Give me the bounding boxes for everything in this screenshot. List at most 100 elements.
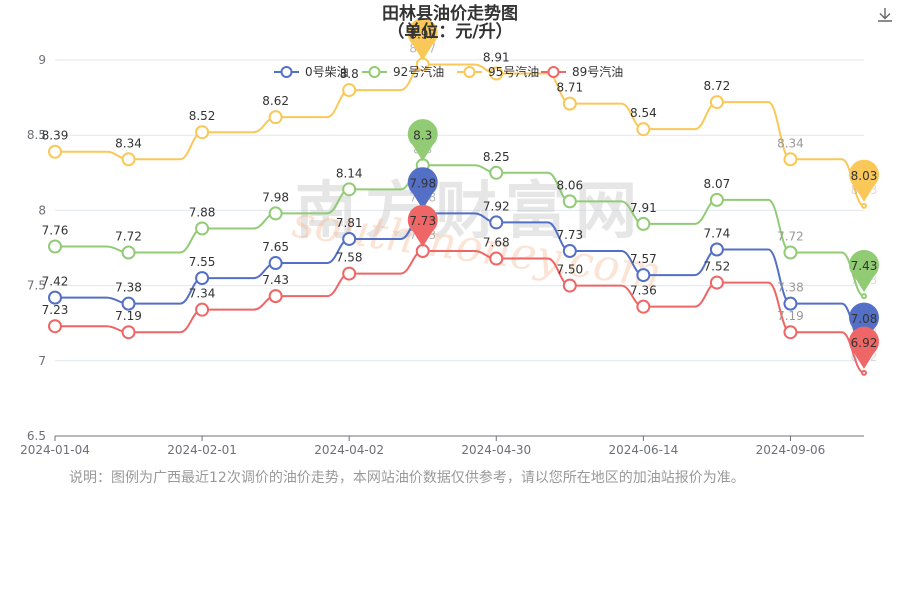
pin-shape xyxy=(849,159,880,202)
pin-marker-max: 7.73 xyxy=(407,204,438,248)
data-point xyxy=(861,293,867,300)
data-point xyxy=(489,66,504,81)
pin-marker-min: 8.03 xyxy=(849,159,880,202)
chart-subtitle: （单位：元/升） xyxy=(387,22,513,42)
y-tick-label: 8 xyxy=(38,203,46,217)
data-point xyxy=(342,182,357,197)
data-label: 8.07 xyxy=(704,177,731,191)
data-label: 7.34 xyxy=(189,287,216,301)
data-label: 7.50 xyxy=(556,263,583,277)
data-label: 7.81 xyxy=(336,216,363,230)
data-label: 8.25 xyxy=(483,150,510,164)
legend-symbol xyxy=(463,66,476,78)
data-label: 8.91 xyxy=(483,51,510,65)
data-point xyxy=(48,144,62,159)
data-point xyxy=(861,202,867,209)
data-point xyxy=(268,110,283,125)
legend-label: 89号汽油 xyxy=(572,64,623,79)
pin-shape xyxy=(849,249,880,293)
pin-label: 7.43 xyxy=(851,259,878,273)
data-label: 7.74 xyxy=(704,227,731,241)
data-point xyxy=(861,369,867,376)
legend-item[interactable]: 92号汽油 xyxy=(362,64,444,79)
data-label: 7.57 xyxy=(630,252,657,266)
data-point xyxy=(121,296,136,311)
data-point xyxy=(783,152,798,167)
pin-label: 8.03 xyxy=(851,169,878,183)
data-label: 7.38 xyxy=(777,281,804,295)
data-label: 7.43 xyxy=(262,273,289,287)
legend-symbol xyxy=(547,66,560,78)
pin-shape xyxy=(407,18,438,61)
data-label: 8.62 xyxy=(262,94,289,108)
data-point xyxy=(121,245,136,260)
data-point xyxy=(121,325,136,340)
data-point xyxy=(783,245,798,260)
legend-label: 95号汽油 xyxy=(488,64,539,79)
pin-label: 8.3 xyxy=(413,128,432,142)
data-point xyxy=(709,192,724,207)
data-label: 7.91 xyxy=(630,201,657,215)
data-point xyxy=(342,231,357,246)
data-point xyxy=(48,290,62,305)
legend-symbol xyxy=(368,66,381,78)
data-label: 8.34 xyxy=(777,136,804,150)
legend-item[interactable]: 89号汽油 xyxy=(541,64,623,79)
x-tick-label: 2024-04-30 xyxy=(461,443,531,457)
data-point xyxy=(342,266,357,281)
legend-item[interactable]: 0号柴油 xyxy=(274,65,349,79)
legend: 0号柴油 92号汽油 95号汽油 89号汽油 xyxy=(274,64,623,79)
data-label: 7.19 xyxy=(115,309,142,323)
data-label: 7.98 xyxy=(262,190,289,204)
data-label: 7.88 xyxy=(189,205,216,219)
legend-label: 0号柴油 xyxy=(305,65,349,79)
pin-shape xyxy=(407,167,438,210)
data-label: 7.19 xyxy=(777,309,804,323)
data-point xyxy=(636,268,651,283)
data-label: 8.14 xyxy=(336,166,363,180)
data-point xyxy=(268,206,283,221)
y-tick-label: 7 xyxy=(38,354,46,368)
data-label: 8.52 xyxy=(189,109,216,123)
data-label: 7.38 xyxy=(115,281,142,295)
data-point xyxy=(489,251,504,266)
legend-symbol xyxy=(280,66,293,78)
chart-title: 田林县油价走势图 xyxy=(382,4,518,24)
data-label: 8.8 xyxy=(340,67,359,81)
data-label: 8.39 xyxy=(42,129,69,143)
pin-label: 8.97 xyxy=(409,28,436,42)
pin-shape xyxy=(407,204,438,248)
data-point xyxy=(48,319,62,334)
data-label: 7.36 xyxy=(630,284,657,298)
y-tick-label: 7.5 xyxy=(27,279,46,293)
data-point xyxy=(268,256,283,271)
data-point xyxy=(783,325,798,340)
x-tick-label: 2024-01-04 xyxy=(20,443,90,457)
data-label: 8.71 xyxy=(556,81,583,95)
data-point xyxy=(195,302,210,317)
pin-label: 7.98 xyxy=(409,176,436,190)
pin-label: 6.92 xyxy=(851,336,878,350)
pin-label: 7.08 xyxy=(851,312,878,326)
pin-shape xyxy=(407,119,438,162)
download-icon[interactable] xyxy=(875,5,895,25)
data-point xyxy=(709,275,724,290)
x-tick-label: 2024-06-14 xyxy=(608,443,678,457)
data-label: 7.92 xyxy=(483,199,510,213)
data-point xyxy=(342,83,357,98)
data-label: 7.68 xyxy=(483,236,510,250)
data-label: 7.58 xyxy=(336,251,363,265)
data-label: 7.55 xyxy=(189,255,216,269)
data-point xyxy=(195,125,210,140)
data-point xyxy=(121,152,136,167)
data-point xyxy=(562,278,577,293)
series-points xyxy=(48,57,867,376)
legend-item[interactable]: 95号汽油 xyxy=(457,64,539,79)
y-tick-label: 8.5 xyxy=(27,128,46,142)
pin-marker-max: 8.3 xyxy=(407,119,438,162)
data-label: 7.76 xyxy=(42,223,69,237)
data-label: 7.73 xyxy=(556,228,583,242)
grid-lines xyxy=(55,59,864,362)
data-label: 8.06 xyxy=(556,178,583,192)
data-label: 7.72 xyxy=(115,230,142,244)
